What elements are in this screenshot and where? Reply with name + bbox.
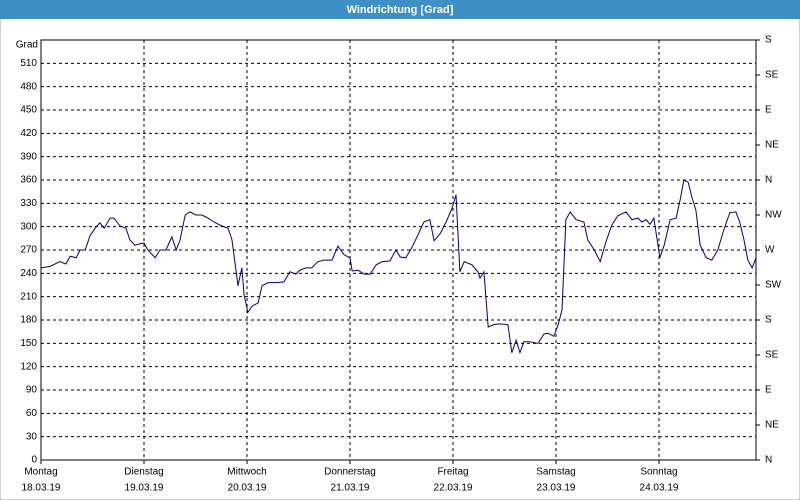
- x-tick-label: Montag: [24, 467, 57, 478]
- y-tick-label: 510: [20, 58, 37, 69]
- y-tick-label: 300: [20, 221, 37, 232]
- y-tick-label: 390: [20, 151, 37, 162]
- y-tick-label: 60: [26, 408, 38, 419]
- y2-tick-label: S: [765, 35, 772, 46]
- y-tick-label: 240: [20, 268, 37, 279]
- x-tick-date: 21.03.19: [331, 483, 370, 494]
- y2-tick-label: NE: [765, 420, 779, 431]
- x-tick-label: Samstag: [536, 467, 575, 478]
- y-tick-label: 480: [20, 81, 37, 92]
- x-tick-label: Mittwoch: [227, 467, 266, 478]
- y-tick-label: 330: [20, 198, 37, 209]
- data-line: [40, 179, 757, 355]
- y-tick-label: 270: [20, 245, 37, 256]
- y2-tick-label: E: [765, 105, 772, 116]
- y2-tick-label: SW: [765, 280, 782, 291]
- x-tick-date: 20.03.19: [228, 483, 267, 494]
- x-tick-label: Freitag: [437, 467, 468, 478]
- plot-border: [40, 39, 757, 461]
- x-tick-date: 24.03.19: [640, 483, 679, 494]
- x-tick-date: 18.03.19: [22, 483, 61, 494]
- x-tick-date: 22.03.19: [434, 483, 473, 494]
- y-tick-label: 450: [20, 105, 37, 116]
- y-tick-label: 90: [26, 385, 38, 396]
- x-tick-label: Dienstag: [124, 467, 163, 478]
- x-tick-label: Sonntag: [640, 467, 677, 478]
- y-tick-label: 120: [20, 361, 37, 372]
- y-tick-label: 180: [20, 315, 37, 326]
- y2-tick-label: NW: [765, 210, 782, 221]
- y-tick-label: 420: [20, 128, 37, 139]
- title-bar: [0, 0, 800, 19]
- y-tick-label: 360: [20, 175, 37, 186]
- y-axis-label: Grad: [16, 40, 38, 51]
- y2-tick-label: S: [765, 315, 772, 326]
- x-tick-label: Donnerstag: [324, 467, 376, 478]
- y2-tick-label: SE: [765, 350, 779, 361]
- x-tick-date: 23.03.19: [537, 483, 576, 494]
- y-tick-label: 150: [20, 338, 37, 349]
- chart-title: Windrichtung [Grad]: [347, 4, 454, 16]
- y2-tick-label: N: [765, 455, 772, 466]
- y-tick-label: 210: [20, 291, 37, 302]
- y2-tick-label: E: [765, 385, 772, 396]
- y-tick-label: 30: [26, 431, 38, 442]
- y2-tick-label: SE: [765, 70, 779, 81]
- y2-tick-label: N: [765, 175, 772, 186]
- y2-tick-label: W: [765, 245, 775, 256]
- y-tick-label: 0: [31, 455, 37, 466]
- y2-tick-label: NE: [765, 140, 779, 151]
- x-tick-date: 19.03.19: [125, 483, 164, 494]
